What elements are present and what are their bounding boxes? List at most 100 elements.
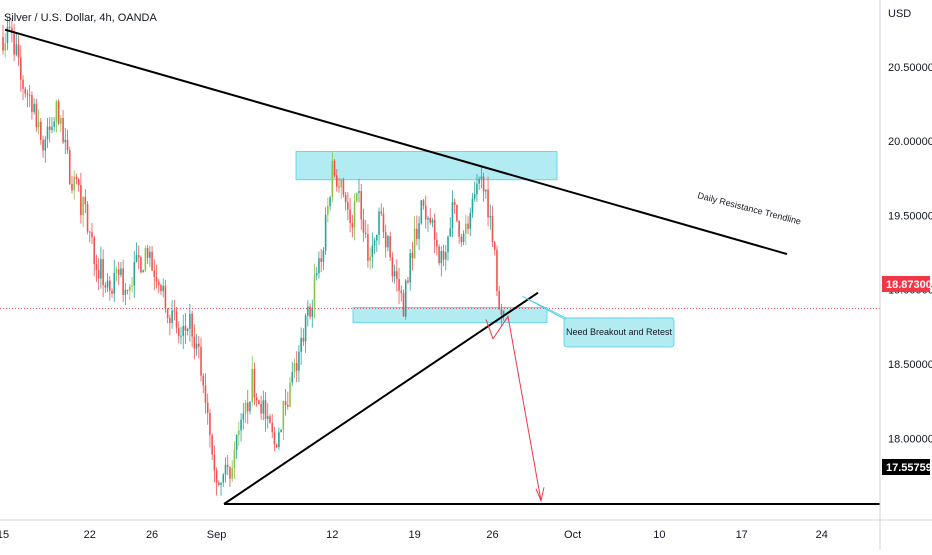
candle: [229, 466, 231, 487]
candle: [180, 326, 182, 345]
candle: [273, 427, 276, 452]
candle: [253, 362, 256, 405]
candle: [189, 303, 191, 342]
candle: [224, 457, 227, 483]
y-tick-label: 20.50000: [888, 62, 932, 74]
candle: [489, 204, 492, 230]
candle: [40, 118, 42, 145]
candle: [367, 224, 369, 268]
candle: [235, 434, 238, 460]
x-tick-label: 17: [736, 529, 748, 541]
candle: [496, 245, 498, 296]
candle: [476, 174, 478, 202]
candle: [498, 285, 500, 310]
candle: [418, 216, 420, 251]
x-tick-label: 22: [84, 529, 96, 541]
candle: [275, 443, 278, 449]
candle: [64, 127, 67, 155]
candle: [48, 117, 51, 143]
candle: [442, 244, 445, 267]
x-tick-label: 12: [326, 529, 338, 541]
candle: [431, 217, 434, 228]
candle: [37, 109, 40, 134]
candle: [331, 152, 334, 203]
candle: [500, 303, 503, 326]
candle: [209, 408, 211, 448]
candle: [206, 393, 209, 425]
candle: [311, 299, 314, 328]
candle: [100, 246, 102, 289]
candle: [169, 314, 171, 336]
candle: [287, 391, 289, 410]
candle: [398, 267, 400, 304]
candle: [109, 276, 111, 301]
chart-title: Silver / U.S. Dollar, 4h, OANDA: [4, 12, 157, 24]
candle: [411, 242, 414, 271]
candle: [355, 192, 358, 203]
candle: [327, 197, 329, 223]
candle: [80, 172, 82, 224]
candle: [84, 189, 87, 214]
candle: [142, 269, 144, 273]
candle: [149, 246, 151, 267]
candle: [135, 242, 138, 263]
candle: [173, 299, 176, 321]
candle: [77, 177, 80, 192]
candle: [427, 215, 429, 232]
candle: [264, 392, 267, 432]
candle: [226, 454, 229, 476]
candle: [391, 252, 394, 283]
candle: [485, 189, 487, 199]
candle: [451, 190, 454, 238]
candle: [195, 334, 198, 356]
candle: [413, 215, 416, 260]
candle: [198, 336, 200, 359]
x-tick-label: 19: [409, 529, 421, 541]
candle: [240, 412, 242, 442]
candle: [215, 467, 218, 496]
candle: [211, 433, 213, 460]
currency-label: USD: [888, 8, 911, 20]
candle: [15, 33, 18, 57]
candle: [300, 327, 302, 365]
y-tick-label: 20.00000: [888, 136, 932, 148]
candle: [200, 337, 202, 382]
x-tick-label: 26: [146, 529, 158, 541]
x-tick-label: 24: [816, 529, 828, 541]
candle: [480, 166, 483, 189]
candle: [318, 251, 320, 279]
candle: [329, 195, 331, 211]
candle: [175, 306, 178, 334]
candle: [271, 414, 274, 438]
candle: [166, 308, 169, 324]
candle: [26, 89, 29, 108]
candle: [302, 328, 305, 346]
candle: [362, 208, 365, 242]
callout-text: Need Breakout and Retest: [566, 327, 673, 337]
candle: [313, 263, 316, 319]
candle: [68, 146, 71, 185]
candle: [324, 207, 327, 255]
candle: [449, 217, 452, 237]
candle: [416, 215, 418, 246]
support-price-badge: 17.55759: [882, 459, 932, 475]
candle: [35, 98, 38, 132]
candle: [117, 261, 120, 286]
candle: [284, 389, 287, 416]
candle: [280, 429, 282, 433]
candle: [53, 117, 55, 132]
candle: [422, 199, 425, 210]
candle: [124, 283, 127, 306]
candle: [347, 192, 349, 221]
candle: [242, 403, 245, 430]
candle: [369, 247, 371, 270]
candle: [251, 356, 253, 406]
y-tick-label: 19.50000: [888, 210, 932, 222]
candle: [51, 117, 53, 134]
candle: [24, 86, 27, 98]
candle: [378, 207, 380, 245]
candle: [113, 259, 116, 303]
candle: [218, 480, 220, 487]
